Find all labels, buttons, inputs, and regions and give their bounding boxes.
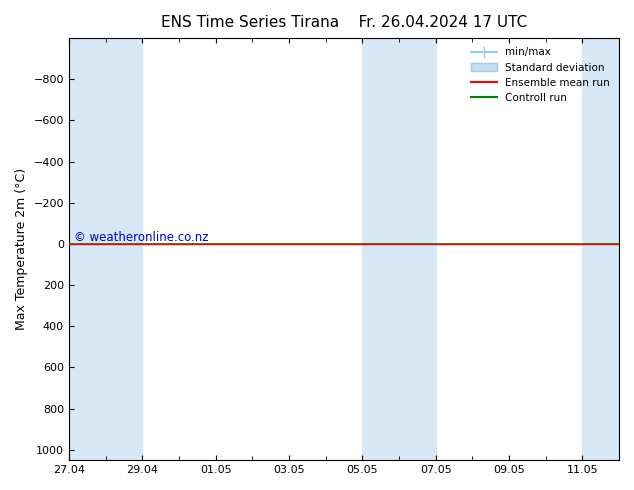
Bar	[69, 38, 142, 460]
Bar	[362, 38, 436, 460]
Bar	[582, 38, 619, 460]
Legend: min/max, Standard deviation, Ensemble mean run, Controll run: min/max, Standard deviation, Ensemble me…	[467, 43, 614, 107]
Y-axis label: Max Temperature 2m (°C): Max Temperature 2m (°C)	[15, 168, 28, 330]
Title: ENS Time Series Tirana    Fr. 26.04.2024 17 UTC: ENS Time Series Tirana Fr. 26.04.2024 17…	[161, 15, 527, 30]
Text: © weatheronline.co.nz: © weatheronline.co.nz	[74, 231, 209, 244]
